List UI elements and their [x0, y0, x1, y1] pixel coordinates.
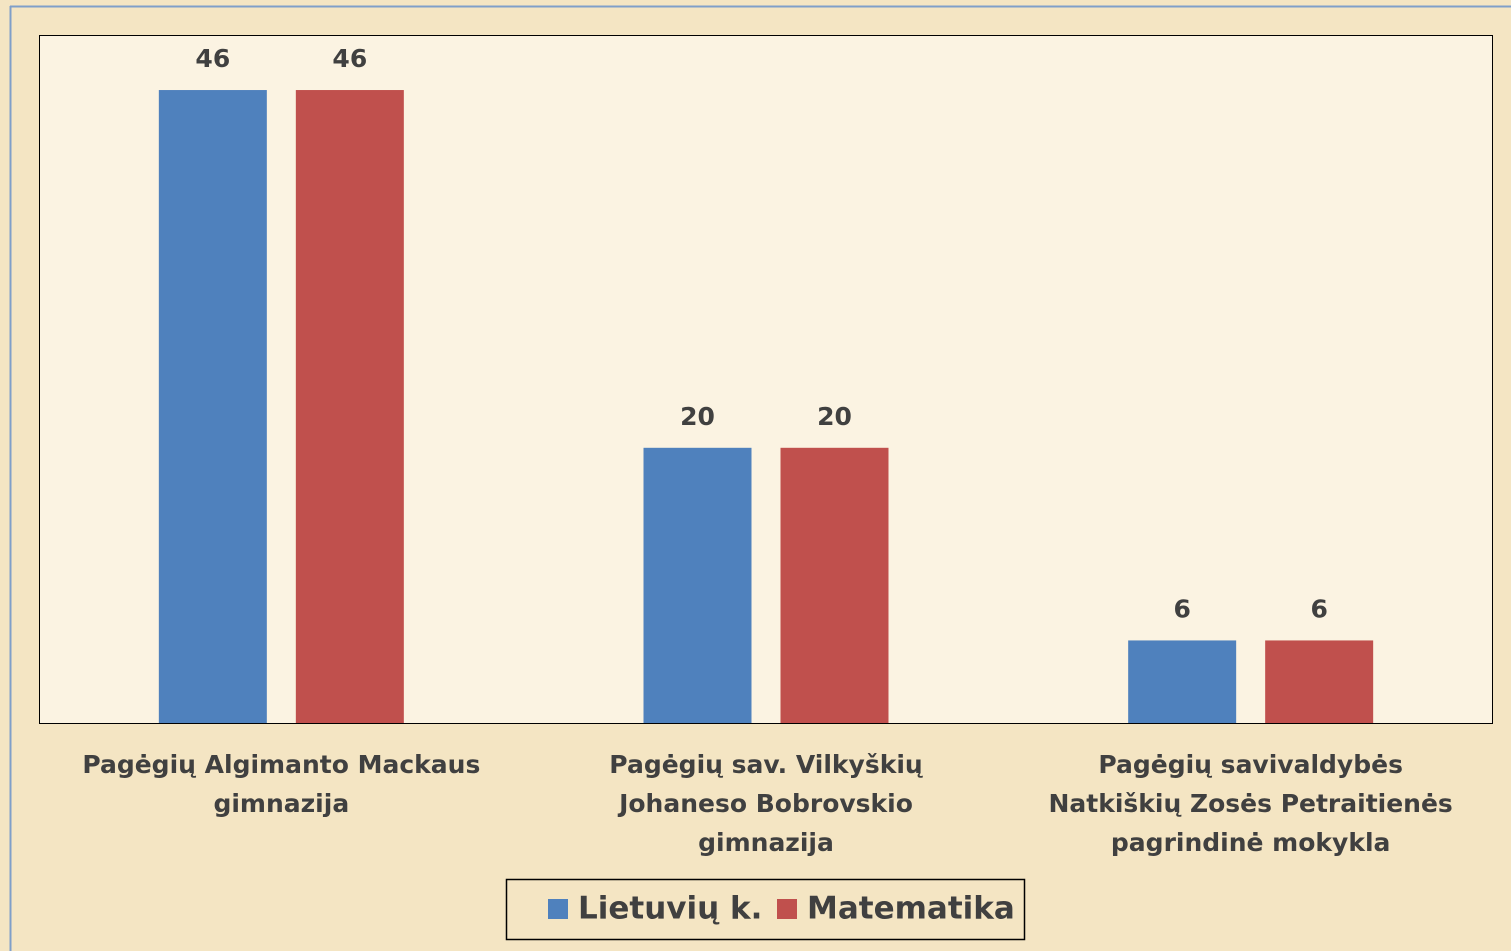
legend-label: Matematika [807, 891, 1015, 927]
x-tick-label: Pagėgių sav. Vilkyškių Johaneso Bobrovsk… [609, 750, 923, 857]
bar [158, 90, 267, 724]
bar [295, 90, 404, 724]
legend-box [505, 878, 1026, 941]
data-label: 46 [195, 44, 230, 73]
bar [780, 447, 889, 723]
x-tick-label: Pagėgių Algimanto Mackaus gimnazija [82, 750, 481, 818]
bar [1265, 640, 1374, 723]
bar [643, 447, 752, 723]
legend-swatch [548, 899, 568, 919]
data-label: 6 [1310, 594, 1327, 623]
plot-area [39, 35, 1493, 724]
x-tick-label: Pagėgių savivaldybės Natkiškių Zosės Pet… [1048, 750, 1453, 857]
bar [1128, 640, 1237, 723]
data-label: 20 [817, 402, 852, 431]
legend-label: Lietuvių k. [578, 891, 762, 927]
data-label: 46 [332, 44, 367, 73]
legend-swatch [777, 899, 797, 919]
data-label: 6 [1173, 594, 1190, 623]
data-label: 20 [680, 402, 715, 431]
